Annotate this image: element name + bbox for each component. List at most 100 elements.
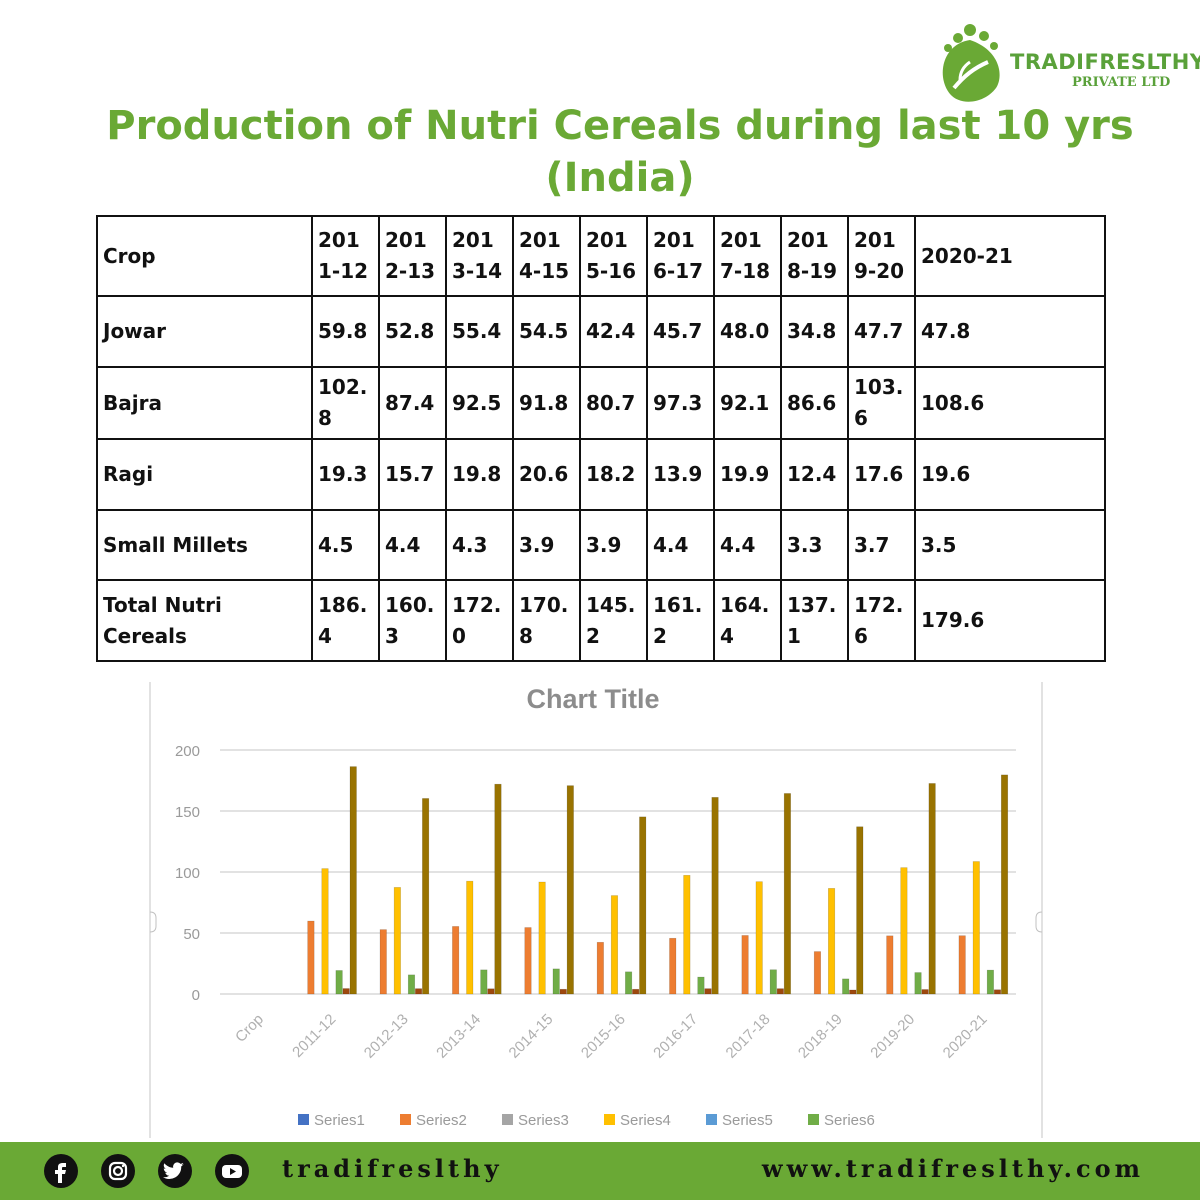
table-cell: 164.4 [713, 579, 782, 662]
bar-chart: Chart Title 0 50 100 150 200 Crop 2011-12 2012… [149, 682, 1043, 1138]
legend-label: Series5 [722, 1112, 773, 1129]
bar [524, 927, 532, 995]
bar [632, 988, 640, 995]
bar [487, 988, 495, 995]
x-tick-label: 2013-14 [433, 1011, 484, 1062]
chart-title: Chart Title [526, 684, 659, 714]
legend-swatch [298, 1114, 309, 1125]
twitter-icon[interactable] [158, 1154, 192, 1188]
y-tick-label: 0 [192, 987, 200, 1004]
table-header-cell: 2013-14 [445, 215, 514, 297]
bar [783, 793, 791, 995]
table-cell: 34.8 [780, 295, 849, 368]
x-tick-label: 2018-19 [795, 1011, 846, 1062]
leaf-logo-icon [942, 24, 1000, 102]
bar [1000, 774, 1009, 995]
bar [842, 978, 850, 995]
y-tick-label: 150 [175, 804, 200, 821]
bar [828, 888, 836, 995]
legend-swatch [808, 1114, 819, 1125]
bar [741, 935, 749, 995]
table-cell: 20.6 [512, 438, 581, 511]
bar [697, 976, 705, 995]
x-tick-label: 2016-17 [650, 1011, 701, 1062]
table-cell: 19.3 [311, 438, 380, 511]
bar [914, 972, 922, 995]
table-cell: 13.9 [646, 438, 715, 511]
bar [769, 969, 777, 995]
table-row: Small Millets 4.5 4.4 4.3 3.9 3.9 4.4 4.4 3.3 3.7… [96, 509, 1106, 581]
table-header-cell: 2018-19 [780, 215, 849, 297]
bar [342, 988, 350, 995]
bar [452, 926, 460, 995]
brand-subtitle: PRIVATE LTD [1072, 75, 1171, 90]
table-cell: 3.3 [780, 509, 849, 581]
title-line-1: Production of Nutri Cereals during last … [106, 103, 1134, 149]
table-cell: 59.8 [311, 295, 380, 368]
table-cell: 172.6 [847, 579, 916, 662]
page-title: Production of Nutri Cereals during last … [100, 100, 1140, 204]
table-cell: 18.2 [579, 438, 648, 511]
table-row-label: Jowar [96, 295, 313, 368]
table-cell: 17.6 [847, 438, 916, 511]
table-cell: 4.3 [445, 509, 514, 581]
table-cell: 86.6 [780, 366, 849, 440]
bar [755, 881, 763, 995]
bar [414, 988, 423, 995]
facebook-icon[interactable] [44, 1154, 78, 1188]
bar [625, 971, 633, 995]
table-cell: 179.6 [914, 579, 1106, 662]
footer-bar: tradifreslthy www.tradifreslthy.com [0, 1142, 1200, 1200]
bar [993, 989, 1002, 995]
table-cell: 52.8 [378, 295, 447, 368]
youtube-icon[interactable] [215, 1154, 249, 1188]
table-header-cell: 2012-13 [378, 215, 447, 297]
bar [480, 969, 488, 995]
bar [566, 785, 574, 995]
legend-swatch [502, 1114, 513, 1125]
table-cell: 80.7 [579, 366, 648, 440]
bar [704, 988, 712, 995]
website-link[interactable]: www.tradifreslthy.com [761, 1154, 1144, 1183]
legend-label: Series2 [416, 1112, 467, 1129]
table-row-label: Ragi [96, 438, 313, 511]
table-cell: 19.6 [914, 438, 1106, 511]
bar [422, 798, 430, 995]
x-tick-label: 2015-16 [578, 1011, 629, 1062]
bar [407, 974, 416, 995]
bar [321, 868, 329, 995]
table-cell: 54.5 [512, 295, 581, 368]
table-row: Bajra 102.8 87.4 92.5 91.8 80.7 97.3 92.1 86.6 10… [96, 366, 1106, 440]
table-row: Total Nutri Cereals 186.4 160.3 172.0 170.8 1… [96, 579, 1106, 662]
table-header-cell: 2019-20 [847, 215, 916, 297]
x-tick-label: 2011-12 [289, 1011, 339, 1061]
table-cell: 4.4 [646, 509, 715, 581]
bar [596, 941, 604, 995]
table-cell: 47.7 [847, 295, 916, 368]
bar [610, 895, 619, 995]
table-header-cell: 2016-17 [646, 215, 715, 297]
social-handle[interactable]: tradifreslthy [282, 1154, 503, 1183]
table-row: Ragi 19.3 15.7 19.8 20.6 18.2 13.9 19.9 12.4 17.6… [96, 438, 1106, 511]
table-cell: 102.8 [311, 366, 380, 440]
table-cell: 137.1 [780, 579, 849, 662]
table-cell: 47.8 [914, 295, 1106, 368]
x-tick-label: Crop [232, 1011, 267, 1046]
legend-label: Series4 [620, 1112, 671, 1129]
bar [856, 826, 864, 995]
bar [986, 969, 994, 995]
title-line-2: (India) [545, 155, 695, 201]
table-cell: 4.5 [311, 509, 380, 581]
table-cell: 186.4 [311, 579, 380, 662]
brand-logo: TRADIFRESLTHY PRIVATE LTD [930, 22, 1200, 112]
brand-name: TRADIFRESLTHY [1010, 50, 1200, 74]
table-cell: 55.4 [445, 295, 514, 368]
instagram-icon[interactable] [101, 1154, 135, 1188]
bar [813, 951, 822, 995]
table-cell: 3.9 [579, 509, 648, 581]
bar [538, 881, 546, 995]
bar [379, 929, 387, 995]
bar [921, 989, 929, 995]
table-cell: 15.7 [378, 438, 447, 511]
bar [683, 874, 691, 995]
